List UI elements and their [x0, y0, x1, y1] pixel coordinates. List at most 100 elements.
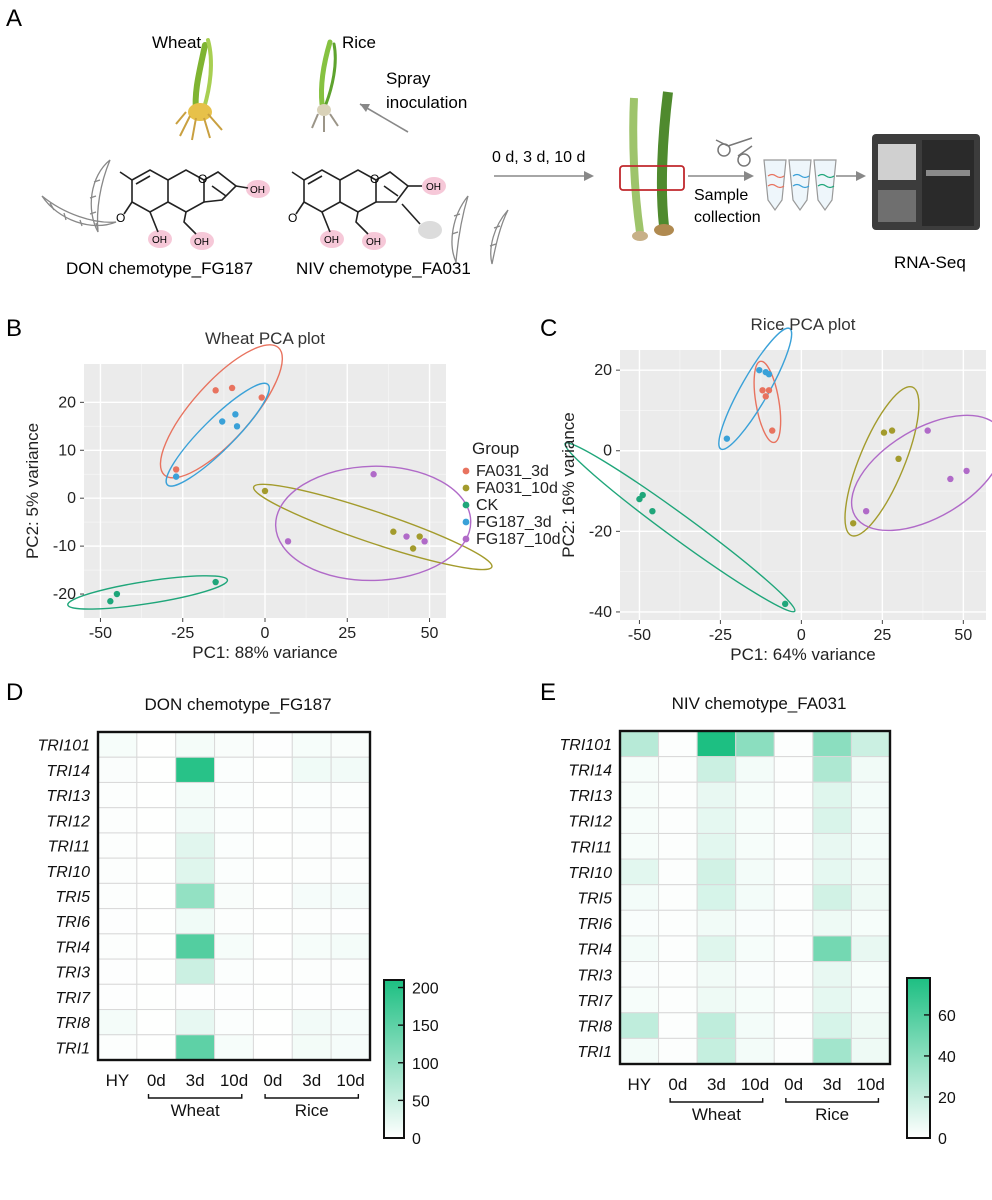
don-heatmap-cell: [291, 983, 332, 1011]
don-heatmap-cell: [291, 857, 332, 884]
niv-heatmap-cell: [735, 807, 775, 834]
don-heatmap-cell: [330, 807, 371, 834]
wheat-pca-xtick-label: 50: [421, 625, 439, 642]
don-heatmap-cell: [175, 731, 216, 758]
don-heatmap-cell: [175, 882, 216, 910]
rice-pca-ytick-label: -40: [589, 604, 612, 621]
don-heatmap-cell: [214, 857, 254, 884]
don-heatmap-cell: [97, 857, 138, 884]
rice-pca-point-fg187-3d: [723, 435, 731, 442]
niv-heatmap-cell: [658, 909, 698, 937]
don-heatmap-cell: [97, 882, 138, 910]
don-heatmap-column-label: 10d: [336, 1071, 364, 1090]
don-heatmap-cell: [291, 807, 332, 834]
niv-oh-label-1: OH: [324, 235, 339, 246]
niv-heatmap-cell: [773, 832, 814, 860]
don-heatmap-cell: [214, 958, 254, 985]
niv-heatmap-cell: [658, 730, 698, 758]
don-heatmap-cell: [97, 756, 138, 783]
niv-heatmap-cell: [619, 807, 660, 834]
don-heatmap-cell: [214, 933, 254, 960]
don-heatmap-cell: [330, 832, 371, 859]
wheat-pca-ytick-label: 20: [58, 394, 76, 411]
wheat-pca-legend-label: FG187_10d: [476, 531, 561, 548]
rice-pca-title: Rice PCA plot: [751, 315, 856, 334]
niv-heatmap-colorbar-label: 60: [938, 1008, 956, 1025]
wheat-pca-xtick-label: 25: [338, 625, 356, 642]
niv-heatmap-cell: [696, 986, 737, 1014]
niv-heatmap-cell: [658, 781, 698, 809]
wheat-pca-point-fg187-10d: [284, 538, 292, 545]
don-heatmap-cell: [97, 832, 138, 859]
niv-heatmap-cell: [619, 1037, 660, 1065]
niv-heatmap-cell: [773, 884, 814, 911]
don-heatmap-cell: [175, 807, 216, 834]
don-heatmap-cell: [97, 908, 138, 935]
sample-label-2: collection: [694, 209, 761, 226]
rice-pca-point-fa031-3d: [765, 387, 773, 394]
niv-heatmap-row-label: TRI6: [577, 916, 612, 933]
don-heatmap-cell: [97, 781, 138, 809]
don-heatmap-cell: [330, 857, 371, 884]
don-heatmap-cell: [252, 781, 293, 809]
niv-heatmap-cell: [850, 730, 891, 758]
don-o-ring-label: O: [198, 172, 207, 186]
panel-a-letter: A: [6, 5, 22, 32]
niv-heatmap-cell: [619, 858, 660, 886]
niv-heatmap-column-label: 10d: [857, 1075, 885, 1094]
don-heatmap-row-label: TRI4: [55, 939, 90, 956]
don-heatmap-colorbar-label: 150: [412, 1018, 439, 1035]
don-heatmap-cell: [97, 1009, 138, 1036]
niv-heatmap-cell: [773, 1037, 814, 1065]
don-heatmap-cell: [175, 983, 216, 1011]
don-heatmap-cell: [136, 958, 177, 985]
don-heatmap-cell: [136, 933, 177, 960]
niv-heatmap-cell: [773, 781, 814, 809]
niv-heatmap-cell: [619, 884, 660, 911]
niv-heatmap-cell: [696, 730, 737, 758]
niv-heatmap-cell: [658, 1037, 698, 1065]
don-heatmap-cell: [175, 857, 216, 884]
niv-heatmap-cell: [773, 1012, 814, 1039]
rice-pca-xtick-label: -25: [709, 627, 732, 644]
niv-heatmap-group-label: Wheat: [692, 1105, 741, 1124]
rice-pca-point-fg187-3d: [756, 366, 763, 374]
niv-heatmap-cell: [658, 807, 698, 834]
niv-heatmap-cell: [812, 935, 852, 963]
niv-heatmap-cell: [812, 858, 852, 886]
niv-heatmap-cell: [773, 961, 814, 988]
niv-heatmap-colorbar-label: 0: [938, 1131, 947, 1148]
wheat-pca-xtick-label: -50: [89, 625, 112, 642]
niv-heatmap-cell: [658, 832, 698, 860]
wheat-pca-ylabel: PC2: 5% variance: [23, 423, 42, 559]
wheat-pca-legend-label: FA031_3d: [476, 463, 549, 480]
niv-heatmap-cell: [850, 884, 891, 911]
don-heatmap-cell: [252, 807, 293, 834]
niv-heatmap-cell: [773, 730, 814, 758]
wheat-pca-legend-label: FG187_3d: [476, 514, 552, 531]
don-heatmap-row-label: TRI14: [46, 763, 90, 780]
rice-seedling-icon: [311, 39, 339, 132]
niv-heatmap-cell: [658, 884, 698, 911]
don-heatmap-cell: [136, 781, 177, 809]
don-heatmap-cell: [136, 908, 177, 935]
niv-heatmap-cell: [850, 807, 891, 834]
don-heatmap-cell: [214, 731, 254, 758]
niv-heatmap-cell: [735, 858, 775, 886]
wheat-pca-legend-marker: [462, 484, 470, 492]
niv-heatmap-cell: [812, 1012, 852, 1039]
don-heatmap-cell: [330, 756, 371, 783]
rice-pca-point-fg187-10d: [947, 475, 954, 483]
niv-heatmap-cell: [812, 961, 852, 988]
niv-heatmap-cell: [735, 1037, 775, 1065]
wheat-pca-point-fa031-10d: [416, 533, 423, 540]
niv-heatmap-cell: [619, 832, 660, 860]
don-heatmap-cell: [97, 807, 138, 834]
wheat-pca-point-fa031-3d: [228, 384, 236, 392]
don-heatmap-colorbar-label: 200: [412, 981, 439, 998]
don-heatmap-row-label: TRI11: [48, 839, 90, 856]
rice-pca-ytick-label: 0: [603, 443, 612, 460]
panel-e-letter: E: [540, 679, 556, 706]
don-heatmap-cell: [291, 731, 332, 758]
don-heatmap-column-label: 0d: [263, 1071, 282, 1090]
